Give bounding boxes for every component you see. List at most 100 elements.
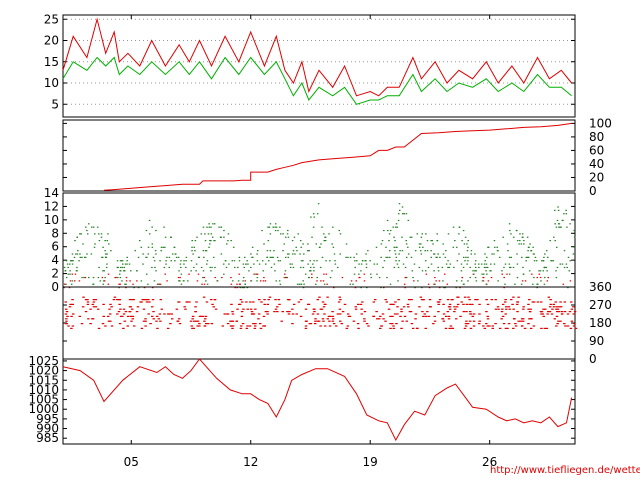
direction-point — [72, 313, 75, 315]
wave-point — [425, 260, 427, 262]
wave-point — [531, 273, 533, 275]
direction-point — [408, 311, 412, 313]
direction-point — [170, 313, 174, 315]
direction-point — [395, 323, 398, 325]
direction-point — [556, 323, 559, 325]
direction-point — [506, 327, 509, 329]
direction-point — [262, 325, 265, 327]
wave-point — [307, 250, 309, 252]
wave-point — [434, 283, 436, 285]
direction-point — [169, 323, 172, 325]
wave-point — [212, 223, 214, 225]
wave-point — [556, 219, 559, 222]
direction-point — [433, 315, 436, 317]
direction-point — [166, 327, 170, 329]
wave-point — [417, 280, 419, 282]
direction-point — [292, 303, 296, 305]
wave-point — [175, 256, 178, 258]
wave-point — [78, 260, 80, 262]
wave-point — [80, 233, 83, 235]
wave-point — [538, 273, 541, 275]
wave-point — [345, 256, 347, 258]
wave-point — [418, 266, 421, 269]
direction-point — [332, 323, 336, 325]
direction-point — [463, 296, 467, 298]
direction-point — [549, 299, 552, 301]
wave-point — [487, 280, 490, 282]
wave-point — [565, 209, 567, 211]
wave-point — [472, 270, 474, 272]
direction-point — [548, 311, 552, 313]
wave-point — [452, 246, 455, 248]
direction-point — [110, 325, 114, 327]
wave-point — [466, 243, 468, 245]
direction-point — [520, 318, 524, 320]
wave-point — [470, 253, 473, 255]
wave-point — [433, 270, 435, 272]
wave-point — [554, 209, 556, 211]
wave-point — [110, 250, 112, 252]
direction-point — [389, 323, 392, 325]
wave-point — [527, 256, 530, 258]
source-credit[interactable]: http://www.tiefliegen.de/wetter/ — [490, 465, 640, 476]
wave-point — [555, 246, 558, 248]
direction-point — [551, 308, 554, 310]
wave-point — [561, 263, 564, 265]
direction-point — [356, 323, 360, 325]
wave-point — [174, 260, 176, 262]
wave-point — [483, 263, 486, 265]
x-tick-label: 12 — [243, 455, 258, 469]
wave-point — [350, 280, 353, 282]
direction-point — [512, 308, 515, 310]
wave-point — [469, 266, 471, 269]
direction-point — [563, 323, 566, 325]
wave-point — [485, 283, 488, 285]
direction-point — [152, 318, 155, 320]
wave-point — [560, 226, 562, 228]
wave-point — [324, 240, 327, 242]
wave-point — [208, 223, 210, 225]
wave-point — [532, 246, 534, 248]
wave-point — [63, 287, 65, 289]
wave-point — [282, 233, 284, 235]
wave-point — [420, 253, 423, 255]
direction-point — [546, 311, 550, 313]
series-pressure — [62, 358, 573, 442]
wave-point — [115, 276, 117, 279]
wave-point — [153, 280, 156, 282]
wave-point — [332, 246, 335, 248]
direction-point — [70, 327, 73, 329]
wave-point — [490, 270, 492, 272]
direction-point — [542, 315, 546, 317]
wave-point — [128, 263, 131, 265]
wave-point — [565, 263, 568, 265]
direction-point — [178, 323, 182, 325]
y-tick-label: 4 — [51, 253, 59, 267]
direction-point — [509, 299, 513, 301]
wave-point — [485, 270, 487, 272]
wave-point — [402, 263, 405, 265]
direction-point — [131, 299, 134, 301]
wave-point — [270, 266, 273, 269]
wave-point — [272, 226, 274, 228]
direction-point — [532, 325, 536, 327]
direction-point — [548, 306, 552, 308]
wave-point — [322, 280, 325, 282]
wave-point — [107, 233, 109, 235]
wave-point — [250, 266, 252, 269]
wave-point — [311, 236, 313, 238]
wave-point — [376, 263, 379, 265]
direction-point — [94, 299, 98, 301]
direction-point — [198, 315, 202, 317]
y-tick-label: 5 — [51, 97, 59, 111]
wave-point — [437, 270, 440, 272]
wave-point — [410, 236, 413, 238]
direction-point — [151, 299, 155, 301]
direction-point — [505, 306, 508, 308]
direction-point — [421, 311, 424, 313]
direction-point — [280, 320, 283, 322]
wave-point — [302, 287, 305, 289]
wave-point — [151, 266, 153, 269]
wave-point — [331, 270, 333, 272]
